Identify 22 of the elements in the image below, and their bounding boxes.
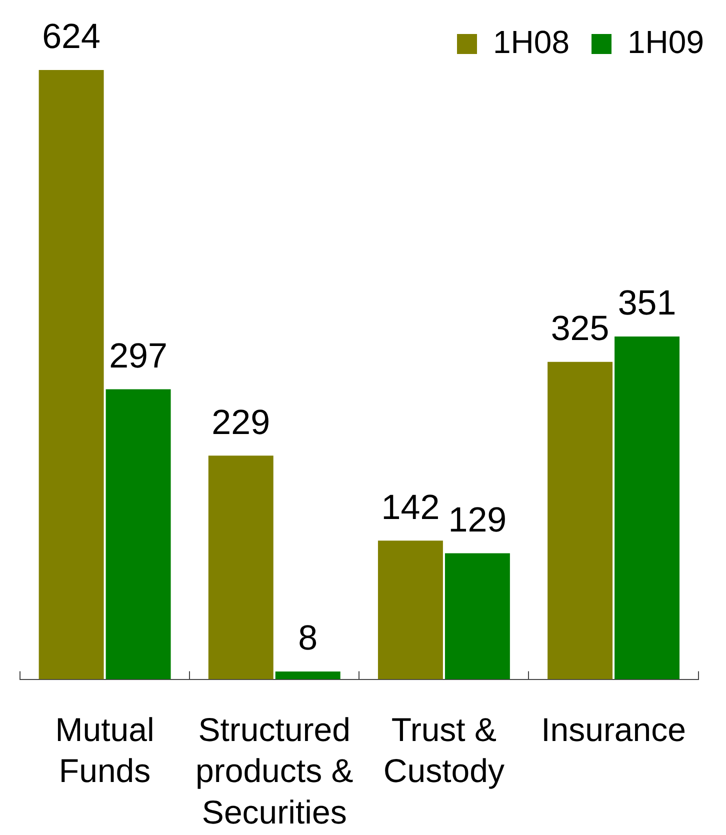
data-label: 624 — [42, 17, 100, 56]
x-tick-label: Structured products & Securities — [196, 710, 354, 830]
legend-label: 1H09 — [628, 24, 704, 60]
bar — [275, 671, 340, 680]
data-label: 325 — [550, 309, 610, 348]
data-label: 142 — [381, 488, 440, 527]
bar — [444, 553, 510, 680]
data-label: 229 — [212, 402, 270, 442]
bar — [614, 336, 680, 680]
x-tick-label: Trust & Custody — [383, 710, 505, 790]
bar — [38, 70, 104, 680]
bar — [208, 456, 274, 680]
data-label: 8 — [298, 618, 318, 658]
x-tick-label: Insurance — [541, 710, 686, 748]
bar — [106, 389, 171, 680]
data-label: 351 — [618, 284, 676, 323]
bar — [548, 362, 613, 680]
x-tick-label: Mutual Funds — [55, 710, 154, 790]
legend-label: 1H08 — [493, 24, 570, 60]
data-label: 129 — [448, 500, 507, 540]
bar — [378, 540, 443, 680]
data-label: 297 — [109, 336, 168, 376]
